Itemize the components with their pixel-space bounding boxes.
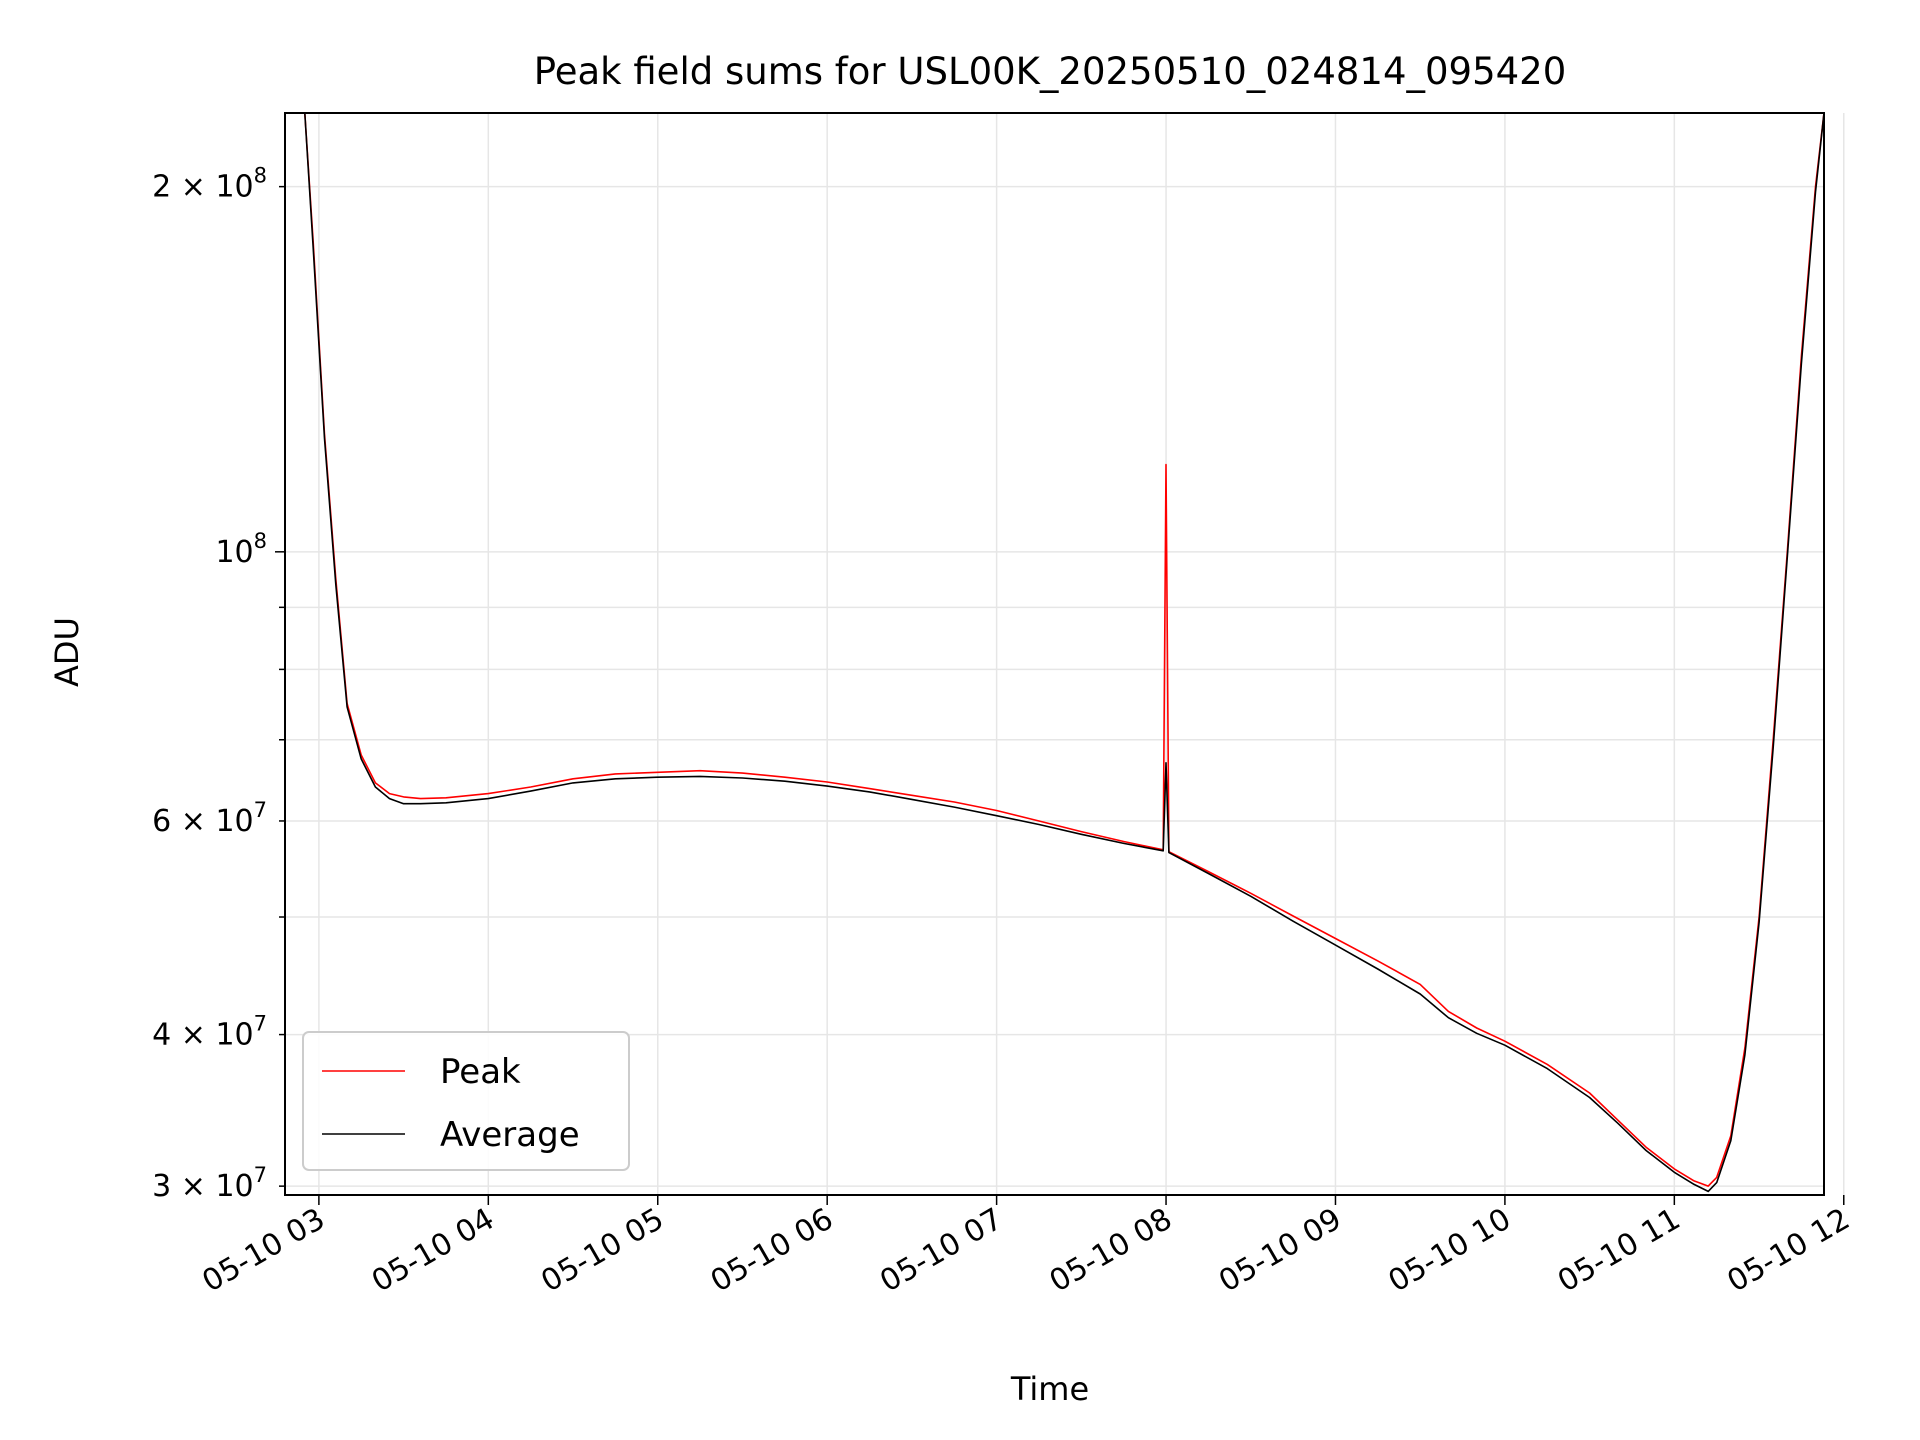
y-tick-base: 10 xyxy=(215,535,253,570)
y-axis-label: ADU xyxy=(48,617,86,687)
legend: Peak Average xyxy=(302,1031,630,1171)
legend-label-peak: Peak xyxy=(440,1052,521,1092)
y-tick-mantissa: 6 xyxy=(152,804,171,839)
y-tick-exponent: 8 xyxy=(254,164,267,188)
grid-lines xyxy=(285,113,1845,1195)
y-tick-exponent: 7 xyxy=(254,1163,267,1187)
chart-title: Peak field sums for USL00K_20250510_0248… xyxy=(534,50,1567,93)
y-tick-times: × 10 xyxy=(171,1169,253,1204)
y-tick-mantissa: 4 xyxy=(152,1018,171,1053)
legend-label-average: Average xyxy=(440,1115,580,1155)
y-tick-exponent: 8 xyxy=(254,529,267,553)
y-tick-label: 3 × 107 xyxy=(152,1163,267,1204)
y-tick-exponent: 7 xyxy=(254,798,267,822)
x-axis-label: Time xyxy=(1010,1370,1089,1408)
y-tick-times: × 10 xyxy=(171,170,253,205)
series-lines xyxy=(304,113,1824,1193)
y-tick-label: 6 × 107 xyxy=(152,798,267,839)
legend-box xyxy=(302,1031,630,1171)
y-tick-times: × 10 xyxy=(171,1018,253,1053)
y-tick-mantissa: 3 xyxy=(152,1169,171,1204)
y-tick-times: × 10 xyxy=(171,804,253,839)
plot-series-area xyxy=(304,113,1824,1193)
plot-frame xyxy=(284,112,1825,1196)
y-tick-exponent: 7 xyxy=(254,1012,267,1036)
series-line-average xyxy=(304,113,1824,1193)
y-tick-label: 4 × 107 xyxy=(152,1012,267,1053)
y-tick-label: 108 xyxy=(215,529,267,570)
y-tick-mantissa: 2 xyxy=(152,170,171,205)
y-tick-label: 2 × 108 xyxy=(152,164,267,205)
